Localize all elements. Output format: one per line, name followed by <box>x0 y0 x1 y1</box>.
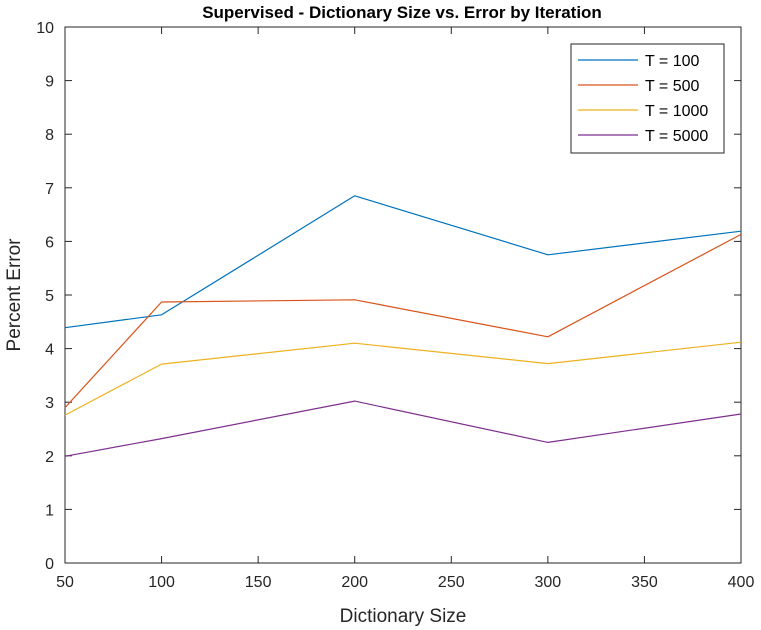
y-tick-label: 2 <box>45 449 54 466</box>
x-tick-label: 150 <box>245 574 272 591</box>
legend-label-4: T = 5000 <box>645 128 708 145</box>
y-tick-label: 9 <box>45 74 54 91</box>
y-tick-label: 0 <box>45 556 54 573</box>
legend-label-3: T = 1000 <box>645 103 708 120</box>
x-axis-ticks: 50 100 150 200 250 300 350 400 <box>56 27 754 591</box>
x-axis-label: Dictionary Size <box>340 606 467 627</box>
legend-label-1: T = 100 <box>645 53 700 70</box>
x-tick-label: 300 <box>535 574 562 591</box>
y-tick-label: 4 <box>45 342 54 359</box>
series-line-4 <box>64 400 742 457</box>
y-axis-ticks: 0 1 2 3 4 5 6 7 8 9 10 <box>36 20 741 573</box>
legend: T = 100 T = 500 T = 1000 T = 5000 <box>570 43 725 154</box>
y-tick-label: 6 <box>45 234 54 251</box>
series-line-1 <box>64 195 742 329</box>
series-line-3 <box>64 341 742 416</box>
legend-items: T = 100 T = 500 T = 1000 T = 5000 <box>578 53 708 145</box>
y-tick-label: 3 <box>45 395 54 412</box>
x-tick-label: 250 <box>438 574 465 591</box>
x-tick-label: 400 <box>728 574 755 591</box>
series-lines <box>64 195 742 457</box>
y-tick-label: 10 <box>36 20 54 37</box>
chart-title: Supervised - Dictionary Size vs. Error b… <box>202 3 602 22</box>
y-axis-label: Percent Error <box>4 238 25 352</box>
legend-label-2: T = 500 <box>645 78 700 95</box>
x-tick-label: 100 <box>148 574 175 591</box>
y-tick-label: 1 <box>45 502 54 519</box>
series-line-2 <box>64 233 742 409</box>
x-tick-label: 50 <box>56 574 74 591</box>
x-tick-label: 200 <box>341 574 368 591</box>
y-tick-label: 5 <box>45 288 54 305</box>
y-tick-label: 8 <box>45 127 54 144</box>
y-tick-label: 7 <box>45 181 54 198</box>
x-tick-label: 350 <box>631 574 658 591</box>
